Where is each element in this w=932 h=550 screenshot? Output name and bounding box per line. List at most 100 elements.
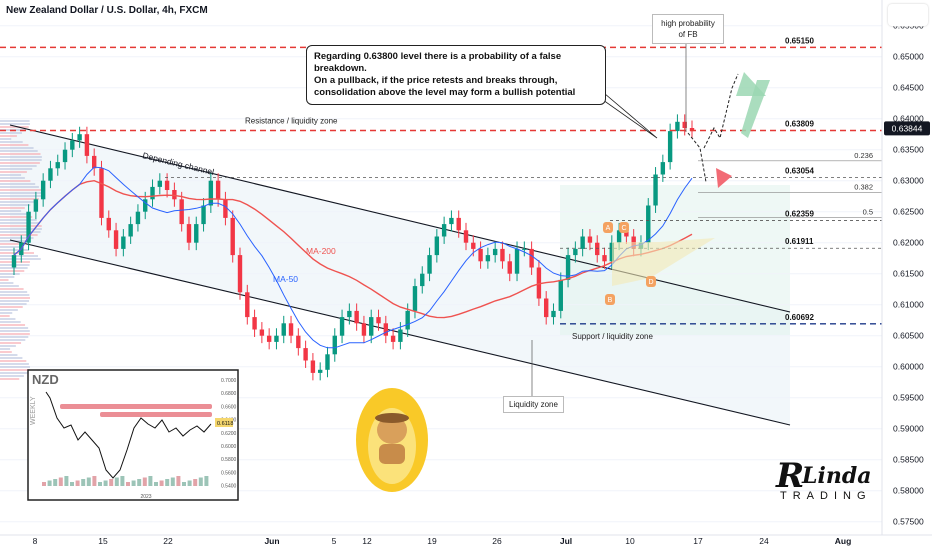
volume-profile-bar	[0, 237, 34, 239]
candle-body	[427, 255, 432, 274]
volume-profile-bar	[0, 246, 24, 248]
volume-profile-bar	[0, 333, 30, 335]
volume-profile-bar	[0, 276, 15, 278]
candle-body	[62, 149, 68, 163]
volume-profile-bar	[0, 372, 28, 374]
inset-price-tick: 0.5600	[221, 470, 237, 476]
pattern-point-label: A	[606, 225, 611, 232]
candle-body	[689, 128, 695, 132]
volume-profile-bar	[0, 291, 28, 293]
inset-volume-bar	[142, 477, 147, 486]
volume-profile-bar	[0, 150, 38, 152]
abcd-pattern-area	[612, 238, 715, 286]
watermark-logo-r: R	[776, 456, 805, 496]
volume-profile-bar	[0, 327, 29, 329]
inset-volume-bar	[81, 479, 86, 486]
volume-profile-bar	[0, 273, 20, 275]
candle-body	[449, 217, 454, 225]
candle-body	[514, 248, 520, 274]
candle-body	[573, 248, 578, 256]
false-breakout-note: high probability of FB	[652, 14, 724, 44]
candle-body	[390, 335, 396, 342]
candle-body	[157, 180, 163, 187]
inset-volume-bar	[53, 479, 58, 486]
volume-profile-bar	[0, 330, 30, 332]
volume-profile-bar	[0, 351, 12, 353]
candle-body	[492, 248, 498, 256]
candle-body	[143, 199, 148, 212]
fib-label: 0.236	[854, 151, 873, 160]
inset-volume-bar	[154, 482, 158, 486]
candle-body	[194, 224, 199, 243]
inset-resistance-zone	[60, 404, 212, 409]
candle-body	[522, 248, 527, 250]
candle-body	[478, 248, 483, 262]
candle-body	[164, 180, 170, 190]
volume-profile-bar	[0, 126, 29, 128]
level-value-label: 0.62359	[785, 209, 814, 218]
time-tick-label: 5	[332, 536, 337, 546]
candle-body	[208, 180, 214, 206]
candle-body	[558, 279, 563, 311]
candle-body	[646, 205, 651, 243]
price-tick-label: 0.64000	[893, 114, 924, 124]
inset-volume-bar	[137, 479, 142, 486]
level-value-label: 0.61911	[785, 237, 814, 246]
volume-profile-bar	[0, 141, 23, 143]
axis-settings-button[interactable]	[888, 4, 928, 26]
price-tick-label: 0.60500	[893, 331, 924, 341]
candle-body	[91, 155, 97, 169]
current-price-tag	[884, 121, 930, 136]
volume-profile-bar	[0, 348, 11, 350]
candle-body	[70, 140, 75, 150]
candle-body	[288, 323, 294, 336]
ma-50-line	[13, 166, 693, 349]
inset-level-zone	[100, 412, 212, 417]
inset-price-tick: 0.5400	[221, 484, 237, 490]
candle-body	[616, 230, 622, 243]
volume-profile-bar	[0, 144, 29, 146]
volume-profile-bar	[0, 180, 31, 182]
volume-profile-bar	[0, 375, 24, 377]
candle-body	[361, 323, 367, 336]
level-value-label: 0.60692	[785, 313, 814, 322]
inset-volume-bar	[165, 479, 170, 486]
price-axis-background	[882, 0, 932, 550]
volume-profile-bar	[0, 138, 12, 140]
candle-body	[660, 162, 666, 175]
candle-body	[128, 224, 133, 237]
candle-body	[675, 121, 680, 132]
time-tick-label: 10	[625, 536, 635, 546]
inset-volume-bar	[159, 480, 164, 486]
volume-profile-bar	[0, 324, 26, 326]
candle-body	[106, 217, 111, 231]
price-tick-label: 0.61000	[893, 300, 924, 310]
candle-body	[99, 168, 104, 218]
volume-profile-bar	[0, 339, 26, 341]
watermark-first: Linda	[802, 463, 872, 489]
candle-body	[215, 180, 221, 200]
price-tick-label: 0.57500	[893, 517, 924, 527]
inset-year-label: 2023	[140, 494, 151, 500]
volume-profile-bar	[0, 222, 40, 224]
candle-body	[186, 224, 192, 243]
volume-profile-bar	[0, 363, 29, 365]
volume-profile-bar	[0, 186, 39, 188]
volume-profile-bar	[0, 207, 25, 209]
volume-profile-bar	[0, 189, 42, 191]
level-text-label: Resistance / liquidity zone	[245, 117, 338, 126]
candle-body	[237, 255, 243, 293]
candle-body	[667, 131, 673, 163]
candle-body	[398, 329, 403, 342]
level-value-label: 0.63054	[785, 166, 814, 175]
candle-body	[529, 248, 534, 268]
fb-note-line1: high probability	[661, 19, 715, 28]
volume-profile-bar	[0, 297, 30, 299]
inset-volume-bar	[182, 482, 186, 486]
volume-profile-bar	[0, 288, 24, 290]
volume-profile-bar	[0, 177, 25, 179]
inset-volume-bar	[47, 480, 52, 486]
inset-volume-bar	[176, 476, 181, 486]
candle-body	[281, 323, 286, 336]
inset-price-tick: 0.5800	[221, 457, 237, 463]
